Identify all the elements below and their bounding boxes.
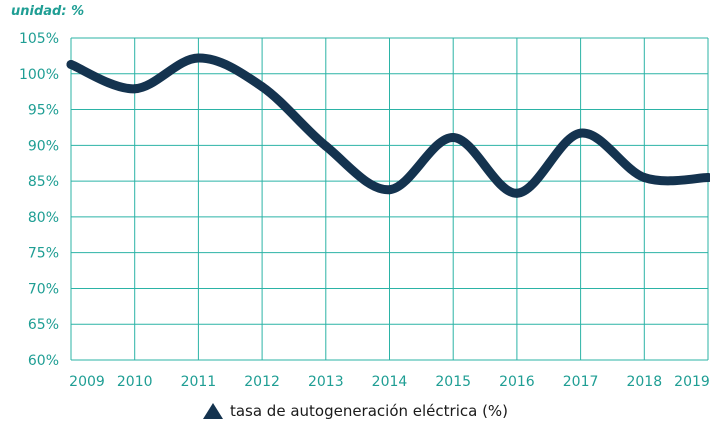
y-tick-label: 70% <box>28 281 59 297</box>
y-tick-label: 80% <box>28 210 59 226</box>
data-point <box>321 141 331 151</box>
data-point <box>257 82 267 92</box>
y-tick-label: 75% <box>28 246 59 262</box>
y-tick-label: 95% <box>28 103 59 119</box>
legend: tasa de autogeneración eléctrica (%) <box>0 402 710 420</box>
y-tick-label: 100% <box>19 67 59 83</box>
series-layer <box>66 53 710 198</box>
data-point <box>130 84 140 94</box>
x-tick-label: 2009 <box>69 374 105 390</box>
x-tick-label: 2011 <box>181 374 217 390</box>
x-tick-label: 2010 <box>117 374 153 390</box>
y-tick-label: 85% <box>28 174 59 190</box>
data-point <box>639 173 649 183</box>
legend-triangle-icon <box>202 403 223 419</box>
data-point <box>385 185 394 195</box>
data-point <box>193 53 203 63</box>
y-tick-label: 90% <box>28 138 59 154</box>
data-point <box>448 132 458 142</box>
legend-label: tasa de autogeneración eléctrica (%) <box>229 402 509 420</box>
y-tick-label: 60% <box>28 353 59 369</box>
y-tick-label: 105% <box>19 31 59 47</box>
x-tick-label: 2016 <box>499 374 535 390</box>
y-axis-ticks: 60% 65% 70% 75% 80% 85% 90% 95% 100% 105% <box>19 31 59 369</box>
plot-area: 60% 65% 70% 75% 80% 85% 90% 95% 100% 105% 2009 201… <box>19 31 710 390</box>
data-point <box>703 173 710 183</box>
data-point <box>512 188 522 198</box>
data-point <box>576 128 586 138</box>
x-tick-label: 2015 <box>435 374 471 390</box>
unit-label: unidad: % <box>11 4 85 19</box>
x-tick-label: 2018 <box>626 374 662 390</box>
x-tick-label: 2013 <box>308 374 344 390</box>
y-tick-label: 65% <box>28 317 59 333</box>
x-axis-ticks: 2009 2010 2011 2012 2013 2014 2015 2016 2017 2018… <box>69 374 710 390</box>
x-tick-label: 2017 <box>563 374 599 390</box>
series-line <box>66 53 710 198</box>
data-point <box>66 59 76 69</box>
x-tick-label: 2014 <box>372 374 408 390</box>
x-tick-label: 2012 <box>244 374 280 390</box>
x-tick-label: 2019 <box>674 374 710 390</box>
grid-layer <box>70 37 709 361</box>
